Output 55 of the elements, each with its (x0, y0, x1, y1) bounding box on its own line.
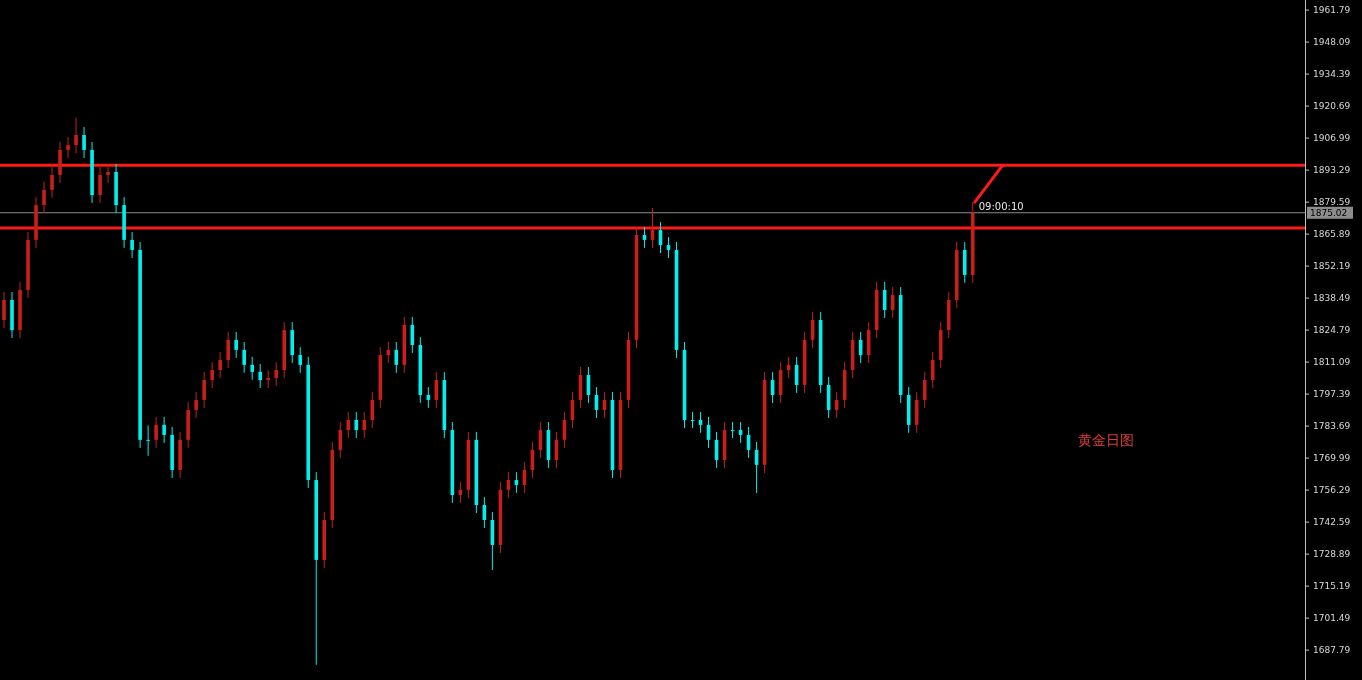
y-tick-label: 1728.89 (1313, 549, 1351, 560)
y-tick-label: 1715.19 (1313, 581, 1351, 592)
candlestick (98, 166, 102, 204)
candlestick (242, 341, 246, 374)
candlestick (234, 331, 238, 359)
y-tick-label: 1783.69 (1313, 421, 1351, 432)
candlestick (130, 231, 134, 259)
y-tick-label: 1687.79 (1313, 645, 1351, 656)
candlestick (922, 371, 927, 409)
candlestick (154, 416, 158, 449)
candlestick (354, 411, 359, 439)
candlestick (210, 361, 214, 389)
candlestick (386, 341, 391, 364)
annotation: 黄金日图 (1078, 432, 1134, 448)
candlestick (338, 421, 343, 459)
y-tick-label: 1920.69 (1313, 101, 1351, 112)
candlestick (218, 351, 222, 379)
y-tick-label: 1701.49 (1313, 613, 1351, 624)
candlestick (74, 117, 78, 154)
y-tick-label: 1824.79 (1313, 325, 1351, 336)
y-tick-label: 1961.79 (1313, 5, 1351, 16)
candlestick (42, 181, 46, 214)
y-tick-label: 1797.39 (1313, 389, 1351, 400)
candlestick (194, 391, 198, 419)
y-tick-label: 1893.29 (1313, 165, 1351, 176)
candlestick (274, 361, 279, 387)
ref-line-label: 1875.02 (1310, 207, 1348, 218)
candlestick (370, 391, 375, 429)
candlestick (82, 126, 86, 159)
y-tick-label: 1838.49 (1313, 293, 1351, 304)
y-tick-label: 1756.29 (1313, 485, 1351, 496)
y-tick-label: 1852.19 (1313, 261, 1351, 272)
candlestick (106, 163, 110, 184)
candlestick (66, 136, 70, 159)
candlestick (258, 363, 262, 389)
annotation: 09:00:10 (978, 200, 1024, 212)
candlestick (298, 346, 303, 374)
candlestick (346, 411, 351, 439)
candlestick (202, 371, 206, 409)
y-tick-label: 1906.99 (1313, 133, 1351, 144)
candlestick (362, 411, 367, 439)
candlestick (250, 356, 254, 381)
y-tick-label: 1811.09 (1313, 357, 1351, 368)
y-tick-label: 1948.09 (1313, 37, 1351, 48)
candlestick (146, 424, 150, 457)
candlestick (930, 351, 935, 389)
y-tick-label: 1879.59 (1313, 197, 1351, 208)
y-tick-label: 1865.89 (1313, 229, 1351, 240)
y-tick-label: 1934.39 (1313, 69, 1351, 80)
y-tick-label: 1769.99 (1313, 453, 1351, 464)
y-tick-label: 1742.59 (1313, 517, 1351, 528)
candlestick (162, 416, 166, 444)
candlestick (226, 331, 230, 369)
candlestick (2, 291, 6, 329)
candlestick (50, 166, 54, 199)
